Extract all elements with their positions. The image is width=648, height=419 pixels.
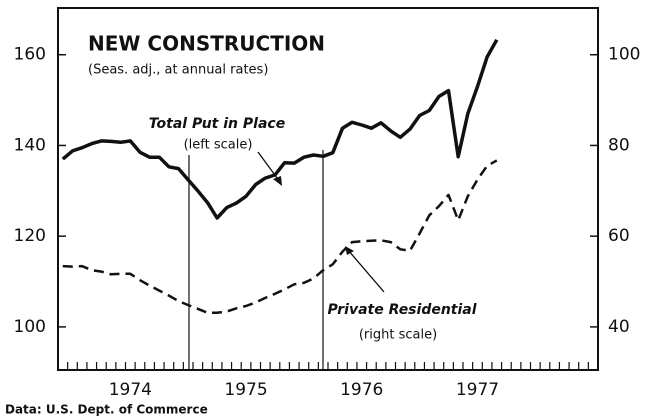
y2-tick-label: 80	[608, 135, 630, 155]
annotation-arrowhead	[273, 176, 282, 186]
series-line	[61, 38, 499, 220]
y2-tick-label: 60	[608, 226, 630, 246]
y2-tick-label: 100	[608, 45, 640, 65]
x-tick-label: 1975	[224, 380, 267, 400]
x-tick-label: 1976	[340, 380, 383, 400]
source-note: Data: U.S. Dept. of Commerce	[5, 403, 208, 417]
series-note: (left scale)	[184, 138, 253, 153]
series-line	[62, 159, 498, 315]
series-label: Private Residential	[327, 302, 476, 318]
y-tick-label: 160	[14, 45, 46, 65]
series-label: Total Put in Place	[149, 116, 285, 132]
chart-title: NEW CONSTRUCTION	[88, 32, 325, 56]
series-note: (right scale)	[359, 328, 437, 343]
x-tick-label: 1974	[109, 380, 152, 400]
x-tick-label: 1977	[456, 380, 499, 400]
annotation-arrow	[257, 151, 281, 183]
annotation-arrow	[347, 249, 385, 293]
y-tick-label: 100	[14, 317, 46, 337]
chart-subtitle: (Seas. adj., at annual rates)	[88, 63, 268, 78]
y2-tick-label: 40	[608, 317, 630, 337]
y-tick-label: 140	[14, 135, 46, 155]
y-tick-label: 120	[14, 226, 46, 246]
